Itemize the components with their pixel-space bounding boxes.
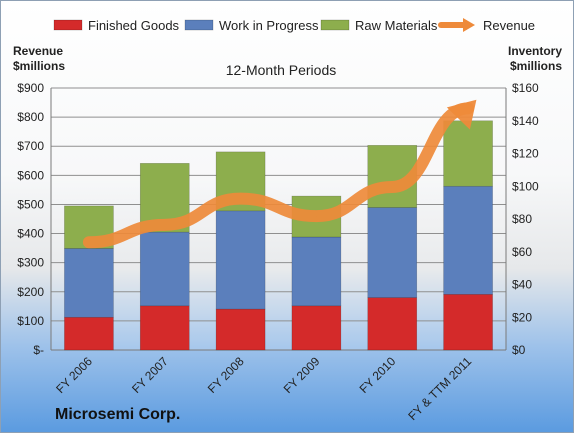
legend-label: Work in Progress xyxy=(219,18,319,33)
left-tick-label: $700 xyxy=(17,139,44,153)
legend: Finished Goods Work in Progress Raw Materi… xyxy=(53,18,535,33)
category-label: FY & TTM 2011 xyxy=(405,354,474,423)
company-name: Microsemi Corp. xyxy=(55,406,180,423)
left-tick-label: $600 xyxy=(17,168,44,182)
category-label: FY 2007 xyxy=(129,354,171,396)
legend-swatch xyxy=(184,19,214,31)
left-tick-label: $300 xyxy=(17,256,44,270)
bar-work-in-progress xyxy=(64,248,114,318)
revenue-arrowhead xyxy=(446,99,477,130)
bar-work-in-progress xyxy=(443,185,493,295)
plot-background xyxy=(51,88,506,350)
bar-finished-goods xyxy=(291,305,342,351)
legend-label: Raw Materials xyxy=(355,18,438,33)
legend-swatch xyxy=(53,19,83,31)
left-tick-label: $500 xyxy=(17,197,44,211)
right-tick-label: $80 xyxy=(512,212,532,226)
legend-arrowhead xyxy=(463,18,475,32)
left-tick-label: $100 xyxy=(17,314,44,328)
bar-finished-goods xyxy=(367,297,418,351)
plot-area: $- $100 $200 $300 $400 $500 $600 $700 $800 $900 $0… xyxy=(17,81,539,423)
bar-finished-goods xyxy=(64,316,114,351)
bar-work-in-progress xyxy=(367,207,418,298)
right-axis-title-line-2: $millions xyxy=(510,59,562,73)
right-tick-label: $140 xyxy=(512,114,539,128)
category-label: FY 2006 xyxy=(53,354,95,396)
right-tick-label: $60 xyxy=(512,245,532,259)
category-label: FY 2008 xyxy=(205,354,247,396)
left-axis-title-line-1: Revenue xyxy=(13,44,63,58)
category-label: FY 2010 xyxy=(357,354,399,396)
right-tick-label: $120 xyxy=(512,147,539,161)
left-tick-label: $800 xyxy=(17,110,44,124)
right-tick-label: $160 xyxy=(512,81,539,95)
legend-label: Finished Goods xyxy=(88,18,180,33)
revenue-line xyxy=(82,102,475,249)
right-axis-title-line-1: Inventory xyxy=(508,44,562,58)
right-tick-label: $100 xyxy=(512,179,539,193)
left-tick-label: $900 xyxy=(17,81,44,95)
bar-finished-goods xyxy=(139,305,190,351)
legend-swatch xyxy=(320,19,350,31)
chart-title: 12-Month Periods xyxy=(226,62,337,78)
category-label: FY 2009 xyxy=(281,354,323,396)
right-tick-label: $40 xyxy=(512,278,532,292)
left-tick-label: $200 xyxy=(17,285,44,299)
right-tick-label: $20 xyxy=(512,310,532,324)
left-tick-label: $- xyxy=(33,343,44,357)
right-tick-label: $0 xyxy=(512,343,526,357)
left-axis-title-line-2: $millions xyxy=(13,59,65,73)
bar-finished-goods xyxy=(443,294,493,351)
left-tick-label: $400 xyxy=(17,227,44,241)
bar-work-in-progress xyxy=(215,210,266,310)
bar-raw-materials xyxy=(443,120,493,187)
bar-finished-goods xyxy=(215,308,266,351)
bar-work-in-progress xyxy=(291,236,342,307)
legend-label-revenue: Revenue xyxy=(483,18,535,33)
bar-work-in-progress xyxy=(139,231,190,307)
